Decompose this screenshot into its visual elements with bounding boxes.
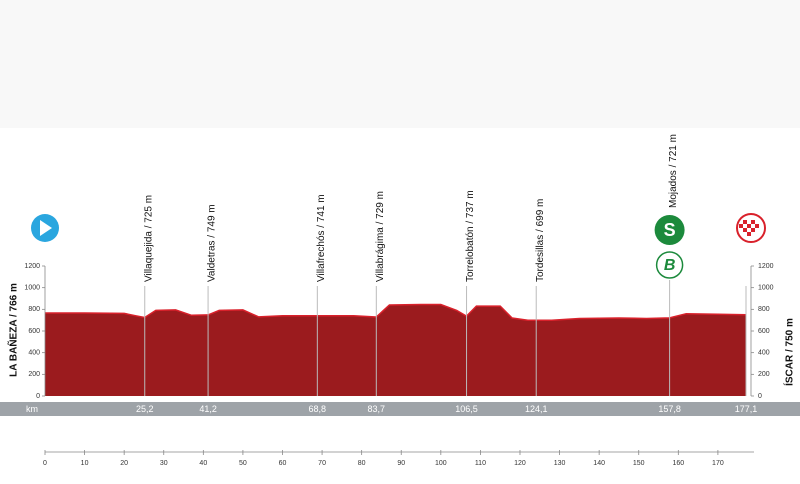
x-tick-label: 70 [318, 460, 326, 467]
sprint-icon-label: S [664, 220, 676, 240]
y-tick-label: 800 [758, 306, 770, 313]
x-tick-label: 170 [712, 460, 724, 467]
x-tick-label: 130 [554, 460, 566, 467]
waypoint-km: 106,5 [455, 404, 478, 414]
y-tick-label: 0 [36, 393, 40, 400]
x-tick-label: 90 [397, 460, 405, 467]
y-tick-label: 600 [28, 328, 40, 335]
waypoint-name: Villafrechós / 741 m [316, 194, 327, 282]
y-tick-label: 400 [28, 350, 40, 357]
profile-line [45, 303, 747, 322]
x-tick-label: 140 [593, 460, 605, 467]
x-tick-label: 150 [633, 460, 645, 467]
waypoint-km: 157,8 [658, 404, 681, 414]
waypoint-name: Mojados / 721 m [668, 134, 679, 208]
x-tick-label: 30 [160, 460, 168, 467]
x-tick-label: 40 [199, 460, 207, 467]
y-tick-label: 600 [758, 328, 770, 335]
waypoint-km: 25,2 [136, 404, 154, 414]
x-tick-label: 100 [435, 460, 447, 467]
y-tick-label: 800 [28, 306, 40, 313]
waypoint-name: Villaquejida / 725 m [143, 195, 154, 282]
header-band [0, 0, 800, 128]
y-tick-label: 1200 [24, 263, 40, 270]
x-tick-label: 20 [120, 460, 128, 467]
start-icon [31, 214, 59, 242]
y-tick-label: 0 [758, 393, 762, 400]
y-tick-label: 1000 [24, 285, 40, 292]
x-tick-label: 60 [279, 460, 287, 467]
y-tick-label: 1000 [758, 285, 774, 292]
x-tick-label: 50 [239, 460, 247, 467]
profile-fill [45, 304, 746, 396]
y-tick-label: 200 [758, 371, 770, 378]
finish-label: ÍSCAR / 750 m [783, 318, 796, 386]
x-tick-label: 10 [81, 460, 89, 467]
x-tick-label: 0 [43, 460, 47, 467]
waypoint-name: Torrelobatón / 737 m [465, 190, 476, 282]
bonus-icon-label: B [664, 257, 676, 274]
km-bar [0, 402, 800, 416]
y-tick-label: 400 [758, 350, 770, 357]
finish-icon [736, 213, 766, 243]
waypoint-km: 177,1 [735, 404, 758, 414]
y-tick-label: 200 [28, 371, 40, 378]
waypoint-km: 83,7 [368, 404, 386, 414]
x-tick-label: 160 [672, 460, 684, 467]
waypoint-name: Valdetras / 749 m [207, 204, 218, 282]
x-tick-label: 80 [358, 460, 366, 467]
start-label: LA BAÑEZA / 766 m [7, 283, 20, 377]
y-tick-label: 1200 [758, 263, 774, 270]
x-tick-label: 120 [514, 460, 526, 467]
x-tick-label: 110 [475, 460, 486, 467]
sprint-icon [654, 215, 685, 245]
waypoint-km: 124,1 [525, 404, 548, 414]
waypoint-km: 41,2 [199, 404, 217, 414]
waypoint-km: 68,8 [309, 404, 327, 414]
waypoint-name: Villabrágima / 729 m [375, 191, 386, 282]
waypoint-name: Tordesillas / 699 m [535, 199, 546, 282]
bonus-icon [655, 251, 684, 279]
km-unit: km [26, 404, 38, 414]
